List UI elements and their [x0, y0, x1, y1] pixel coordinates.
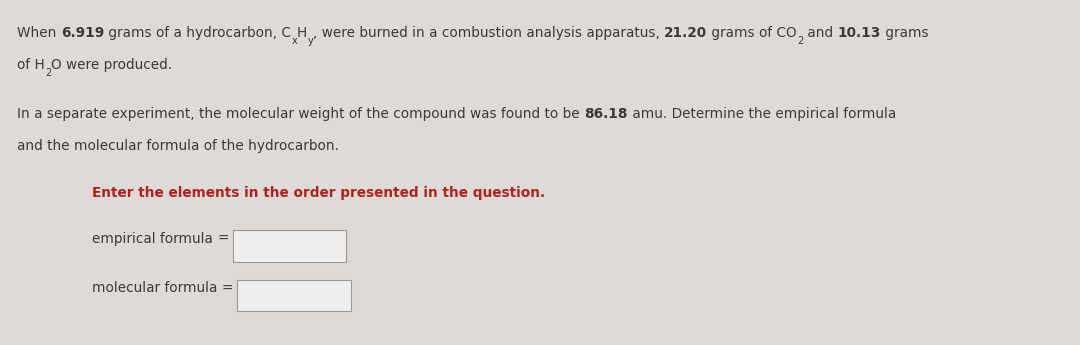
Text: 86.18: 86.18 — [584, 107, 627, 121]
Text: grams of a hydrocarbon, C: grams of a hydrocarbon, C — [105, 26, 292, 40]
Text: =: = — [217, 232, 229, 246]
Text: and: and — [804, 26, 838, 40]
Text: molecular formula: molecular formula — [92, 282, 221, 295]
Text: In a separate experiment, the molecular weight of the compound was found to be: In a separate experiment, the molecular … — [17, 107, 584, 121]
Text: =: = — [221, 282, 233, 295]
Text: empirical formula: empirical formula — [92, 232, 217, 246]
Text: H: H — [297, 26, 308, 40]
Text: , were burned in a combustion analysis apparatus,: , were burned in a combustion analysis a… — [313, 26, 664, 40]
Text: grams of CO: grams of CO — [707, 26, 797, 40]
Text: and the molecular formula of the hydrocarbon.: and the molecular formula of the hydroca… — [17, 139, 339, 152]
Text: 2: 2 — [45, 68, 51, 78]
Text: 21.20: 21.20 — [664, 26, 707, 40]
Text: O were produced.: O were produced. — [51, 58, 173, 72]
Text: of H: of H — [17, 58, 45, 72]
Text: 6.919: 6.919 — [62, 26, 105, 40]
Text: x: x — [292, 36, 297, 46]
Text: Enter the elements in the order presented in the question.: Enter the elements in the order presente… — [92, 186, 545, 200]
Text: amu. Determine the empirical formula: amu. Determine the empirical formula — [627, 107, 896, 121]
Text: When: When — [17, 26, 62, 40]
Text: y: y — [308, 36, 313, 46]
Text: 10.13: 10.13 — [838, 26, 881, 40]
Text: grams: grams — [881, 26, 929, 40]
Text: 2: 2 — [797, 36, 804, 46]
